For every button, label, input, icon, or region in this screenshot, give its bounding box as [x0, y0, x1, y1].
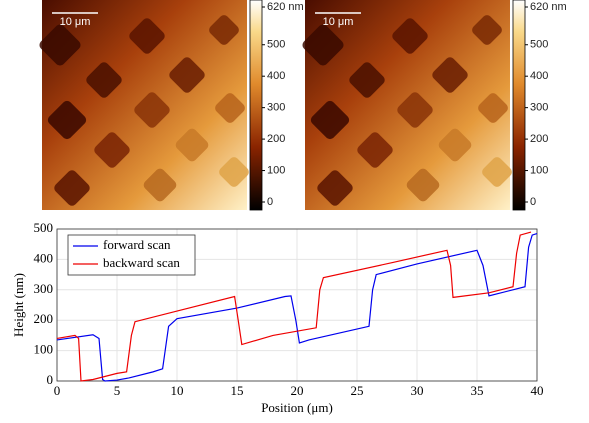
scale-bar-label: 10 μm: [323, 16, 354, 28]
y-tick-label: 0: [47, 372, 54, 387]
colorbar-tick-label: 300: [267, 102, 285, 114]
colorbar-tick-label: 100: [267, 164, 285, 176]
legend-box: [67, 234, 196, 276]
line-series: [56, 231, 532, 382]
colorbar-tick-label: 300: [530, 102, 548, 114]
y-tick-label: 300: [34, 281, 54, 296]
legend-label: backward scan: [103, 255, 180, 270]
colorbar-tick-label: 200: [267, 133, 285, 145]
y-axis-label: Height (nm): [11, 273, 26, 337]
x-tick-label: 20: [291, 383, 304, 398]
scale-bar-label: 10 μm: [60, 16, 91, 28]
y-tick-label: 100: [34, 342, 54, 357]
y-tick-label: 200: [34, 311, 54, 326]
colorbar-tick-label: 0: [267, 196, 273, 208]
x-tick-label: 10: [171, 383, 184, 398]
x-tick-label: 35: [471, 383, 484, 398]
afm-image: [37, 0, 251, 210]
colorbar-tick-label: 620 nm: [530, 1, 567, 13]
colorbar-tick-label: 500: [530, 39, 548, 51]
x-tick-label: 15: [231, 383, 244, 398]
legend-label: forward scan: [103, 237, 171, 252]
x-tick-label: 30: [411, 383, 424, 398]
x-tick-label: 5: [114, 383, 121, 398]
colorbar-tick-label: 500: [267, 39, 285, 51]
colorbar-tick-label: 200: [530, 133, 548, 145]
axes-frame: [56, 228, 538, 382]
line-series: [56, 232, 538, 382]
x-tick-label: 40: [531, 383, 544, 398]
y-tick-label: 400: [34, 250, 54, 265]
colorbar: [249, 0, 263, 211]
x-tick-label: 0: [54, 383, 61, 398]
colorbar-tick-label: 400: [530, 70, 548, 82]
afm-image: [300, 0, 514, 210]
colorbar: [512, 0, 526, 211]
colorbar-tick-label: 100: [530, 164, 548, 176]
colorbar-tick-label: 400: [267, 70, 285, 82]
y-tick-label: 500: [34, 220, 54, 235]
colorbar-tick-label: 0: [530, 196, 536, 208]
line-chart: 0 100 200 300 400 500 0 5 10 15 20 25 30 35 40 Position…: [11, 220, 544, 415]
x-axis-label: Position (μm): [261, 400, 333, 415]
x-tick-label: 25: [351, 383, 364, 398]
colorbar-tick-label: 620 nm: [267, 1, 304, 13]
